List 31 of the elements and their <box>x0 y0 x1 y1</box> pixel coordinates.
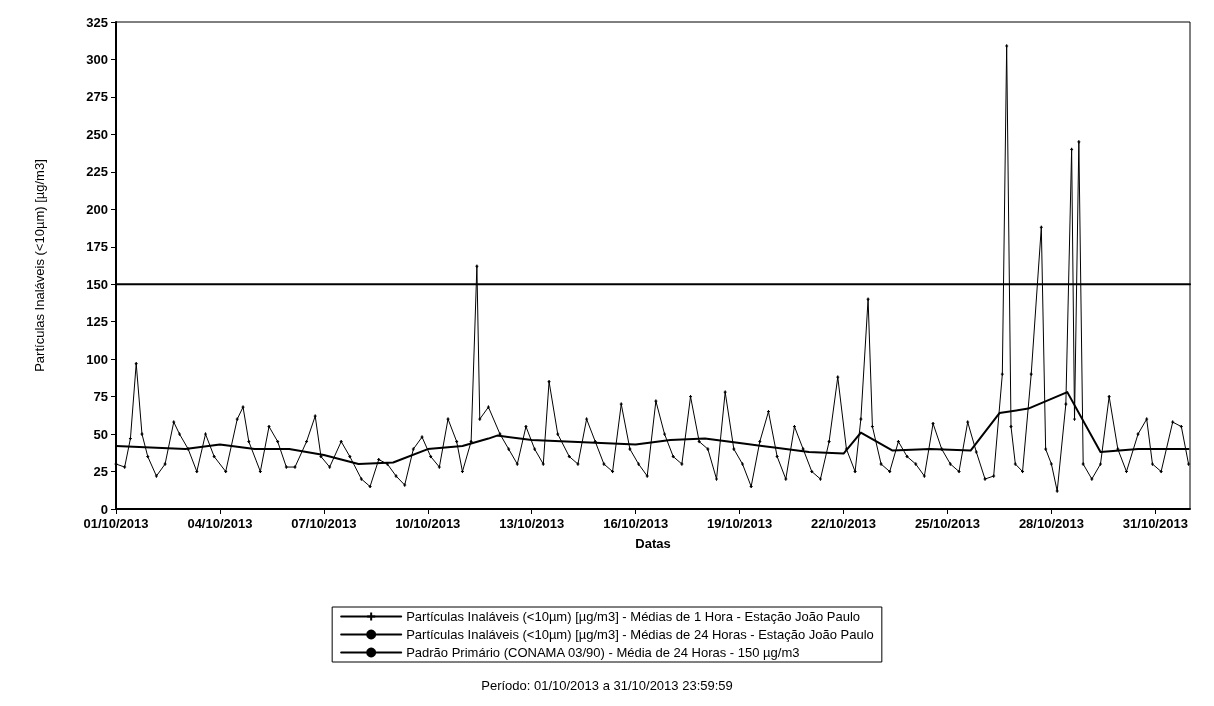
x-axis-title: Datas <box>635 536 671 551</box>
y-tick-label: 225 <box>86 164 108 180</box>
x-tick-label: 04/10/2013 <box>187 516 253 531</box>
y-tick-label: 250 <box>86 126 108 142</box>
x-tick-label: 31/10/2013 <box>1122 516 1188 531</box>
y-tick-label: 300 <box>86 51 108 67</box>
x-tick-label: 25/10/2013 <box>914 516 981 531</box>
y-tick-label: 100 <box>86 351 108 367</box>
x-tick-label: 01/10/2013 <box>83 516 149 531</box>
y-tick-label: 25 <box>93 464 108 480</box>
y-tick-label: 75 <box>93 389 108 405</box>
x-tick-label: 22/10/2013 <box>811 516 877 531</box>
text: Período: 01/10/2013 a 31/10/2013 23:59:59 <box>481 678 733 693</box>
y-axis-title: Partículas Inaláveis (<10µm) [µg/m3] <box>32 159 47 372</box>
y-tick-label: 0 <box>100 501 108 517</box>
x-tick-label: 16/10/2013 <box>603 516 669 531</box>
x-tick-label: 28/10/2013 <box>1018 516 1084 531</box>
legend-label: Partículas Inaláveis (<10µm) [µg/m3] - Médias de 1 Hora - Estação João Paulo <box>406 609 861 624</box>
y-tick-label: 150 <box>86 276 108 292</box>
legend-label: Partículas Inaláveis (<10µm) [µg/m3] - Médias de 24 Horas - Estação João Paulo <box>406 627 874 642</box>
x-tick-label: 19/10/2013 <box>707 516 773 531</box>
x-tick-label: 13/10/2013 <box>499 516 565 531</box>
y-tick-label: 200 <box>86 201 108 217</box>
y-tick-label: 325 <box>86 14 108 30</box>
y-tick-label: 50 <box>93 426 108 442</box>
y-tick-label: 175 <box>86 239 108 255</box>
y-tick-label: 125 <box>86 314 108 330</box>
y-tick-label: 275 <box>86 89 108 105</box>
x-tick-label: 10/10/2013 <box>395 516 461 531</box>
legend-label: Padrão Primário (CONAMA 03/90) - Média de 24 Horas - 150 µg/m3 <box>406 645 800 660</box>
x-tick-label: 07/10/2013 <box>291 516 357 531</box>
